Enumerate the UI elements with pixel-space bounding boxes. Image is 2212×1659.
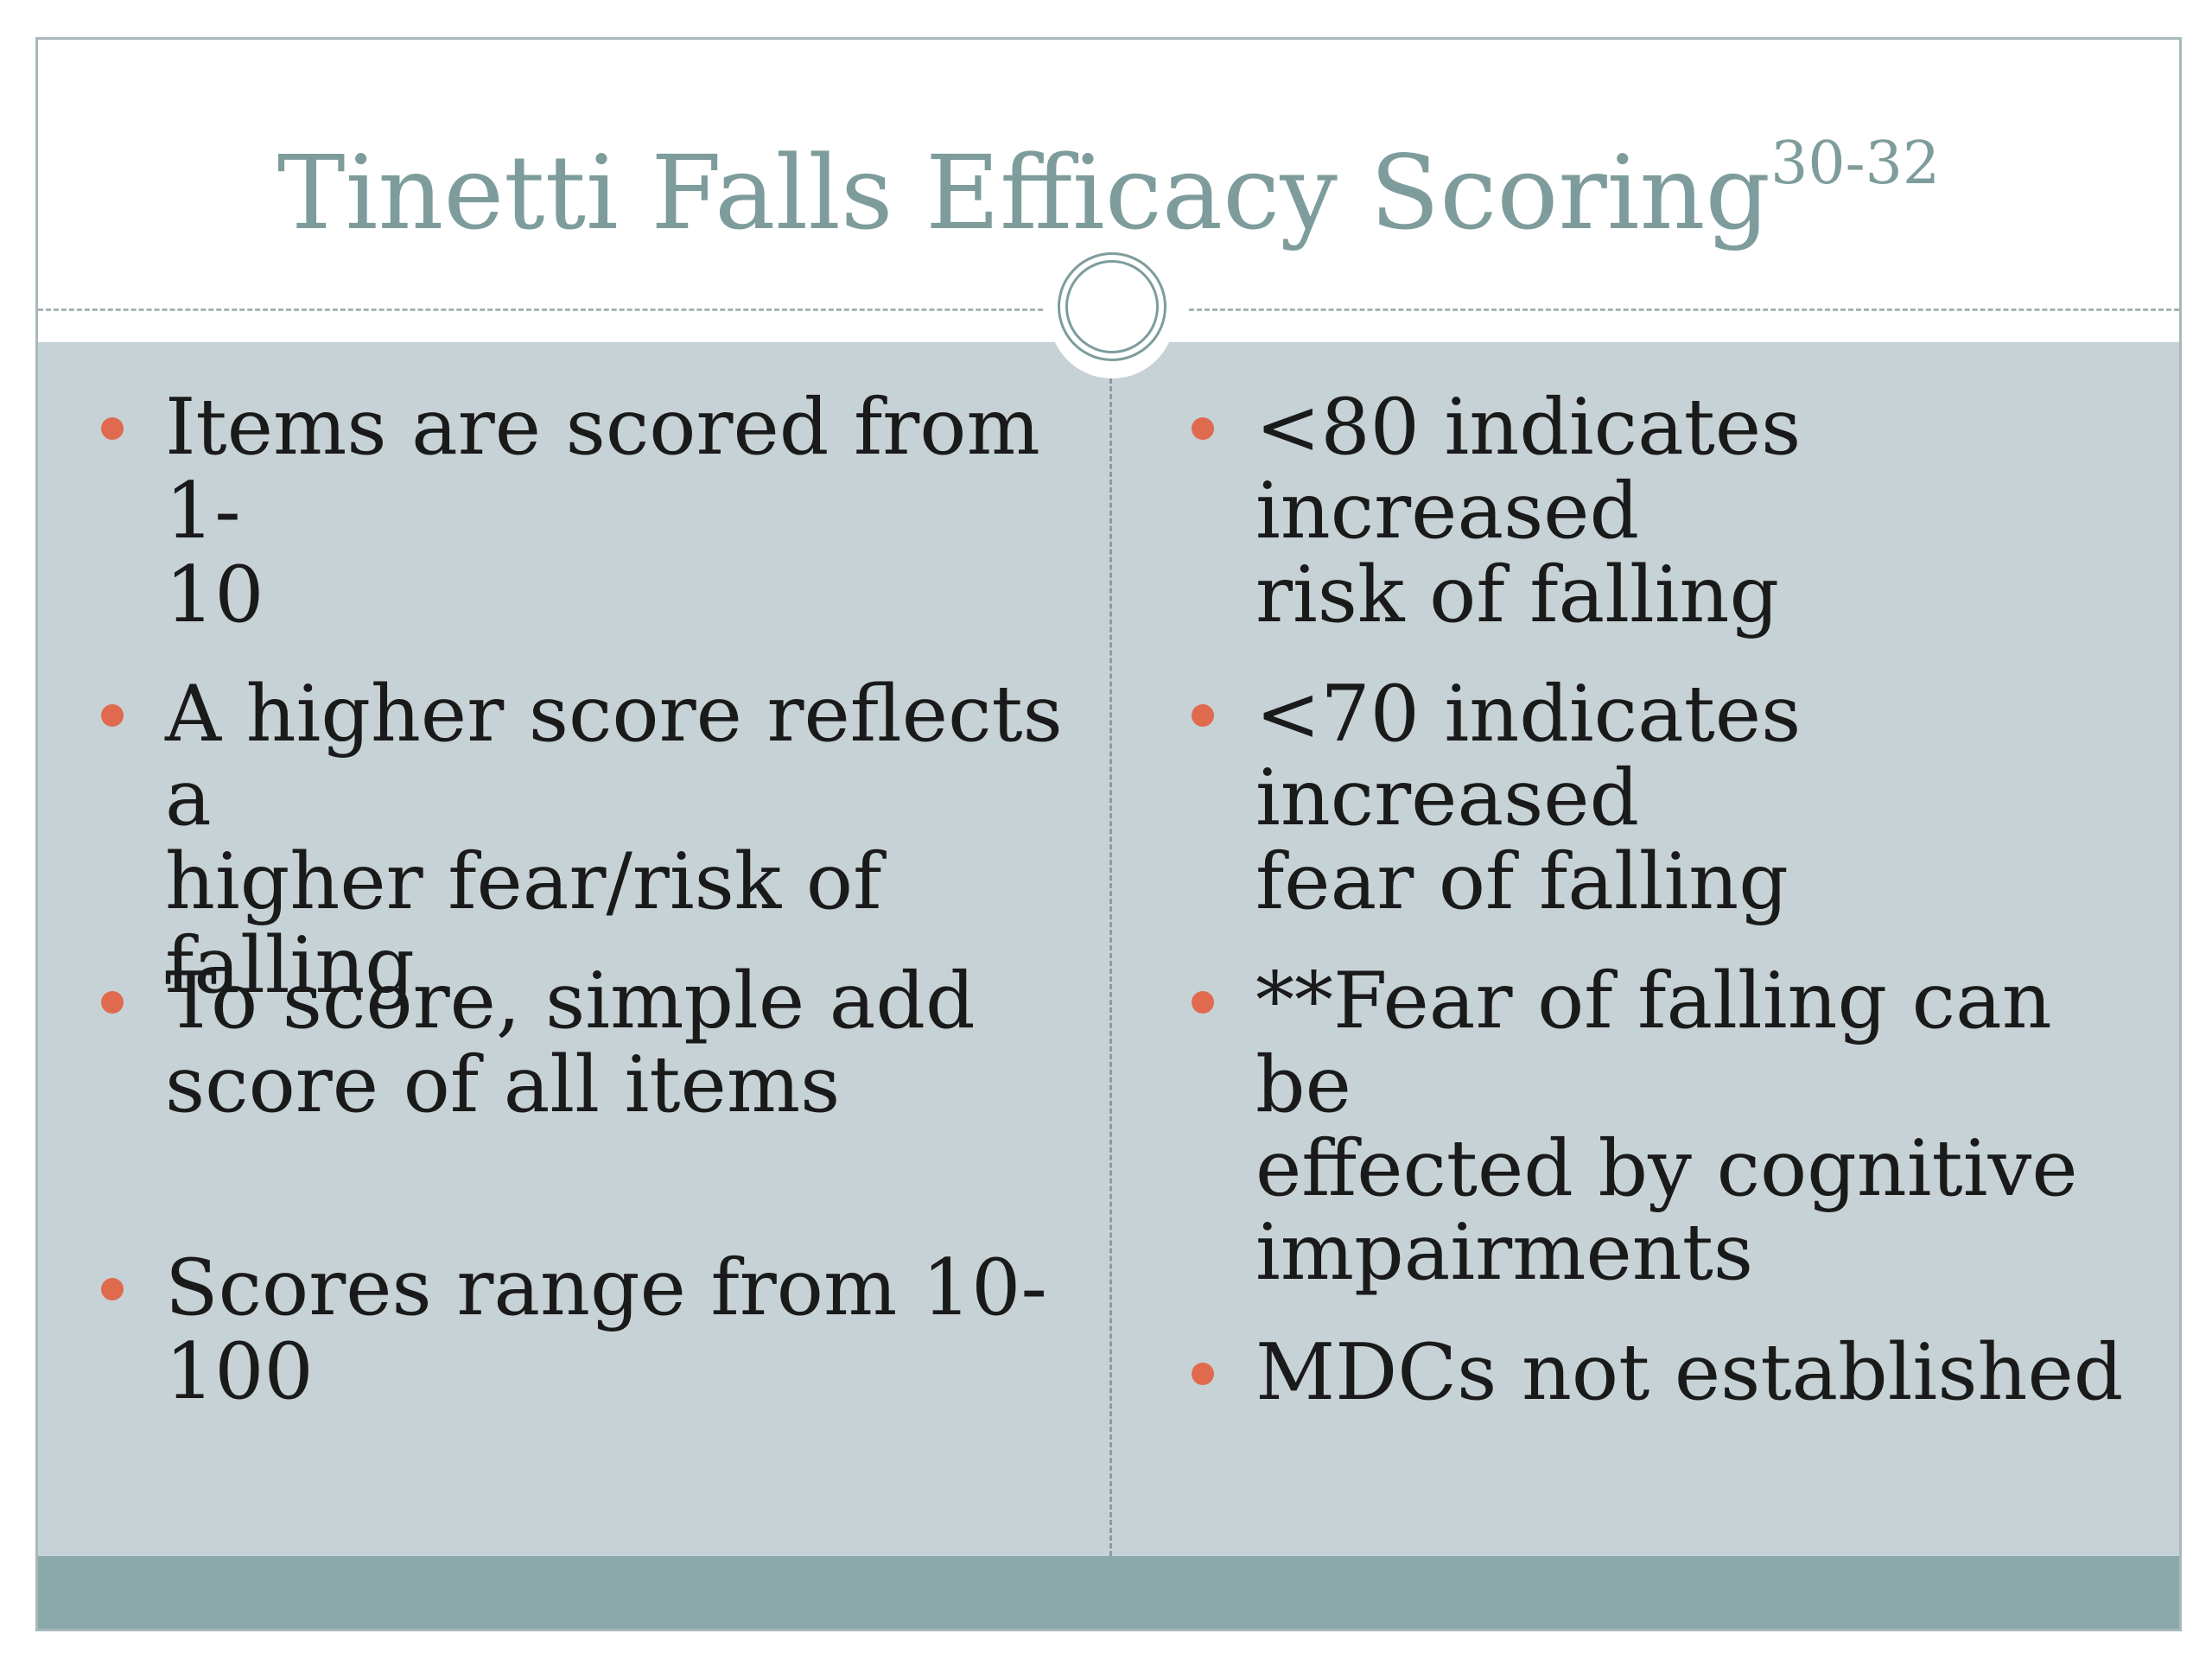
divider-circle-outer-ring (1058, 252, 1166, 361)
bullet-dot-icon (101, 1278, 124, 1300)
bullet-dot-icon (1192, 991, 1214, 1014)
bullet-text: <80 indicates increased risk of falling (1255, 382, 1802, 640)
bullet-text: Items are scored from 1- 10 (165, 382, 1040, 640)
slide: Tinetti Falls Efficacy Scoring30-32 Item… (35, 37, 2182, 1631)
bullet-dot-icon (101, 991, 124, 1014)
bullet-dot-icon (101, 704, 124, 727)
divider-circle-inner-ring (1065, 260, 1159, 353)
bullet-text: MDCs not established (1255, 1327, 2124, 1418)
title-superscript: 30-32 (1770, 130, 1941, 198)
bullet-text: A higher score reflects a higher fear/ri… (165, 669, 1063, 1011)
bullet-dot-icon (1192, 1363, 1214, 1385)
bullet-text: To score, simple add score of all items (165, 956, 976, 1130)
bullet-dot-icon (101, 417, 124, 440)
slide-title-text: Tinetti Falls Efficacy Scoring (276, 133, 1771, 252)
bullet-text: <70 indicates increased fear of falling (1255, 669, 1802, 927)
slide-title: Tinetti Falls Efficacy Scoring30-32 (38, 135, 2179, 245)
content-area: Items are scored from 1- 10 A higher sco… (38, 342, 2179, 1556)
bullet-text: **Fear of falling can be effected by cog… (1255, 956, 2078, 1298)
column-divider (1109, 378, 1112, 1556)
bullet-dot-icon (1192, 704, 1214, 727)
bullet-text: Scores range from 10- 100 (165, 1243, 1047, 1417)
footer-bar (38, 1556, 2179, 1629)
title-divider-right (1189, 308, 2179, 311)
title-divider-left (38, 308, 1043, 311)
bullet-dot-icon (1192, 417, 1214, 440)
